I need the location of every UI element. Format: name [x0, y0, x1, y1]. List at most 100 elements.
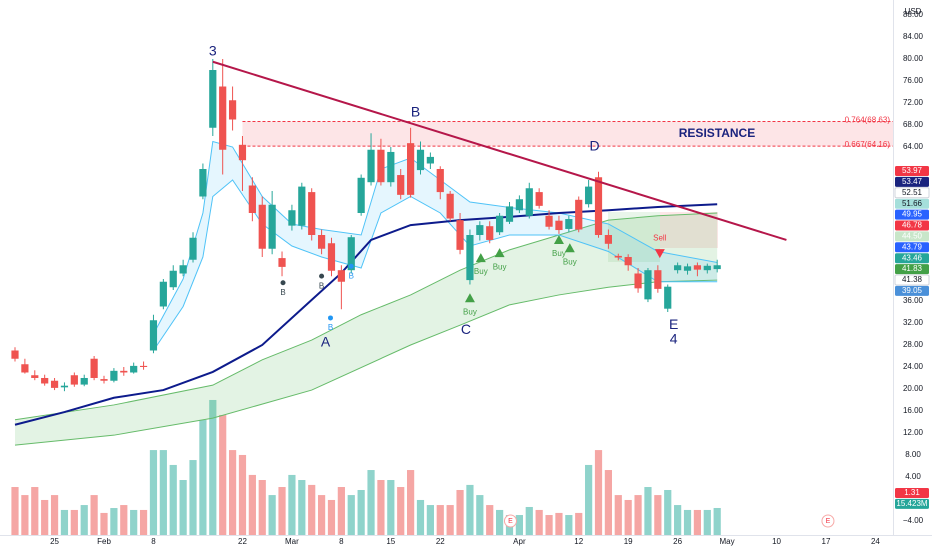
candle-body — [139, 365, 148, 367]
ribbon-upper-line — [14, 212, 718, 421]
price-tag — [895, 198, 929, 209]
volume-bar — [41, 499, 49, 535]
buy-marker — [553, 234, 564, 244]
trendline-line — [212, 60, 787, 241]
candle-body — [614, 255, 622, 258]
volume-bar — [407, 470, 415, 535]
earnings-label: E — [508, 518, 513, 525]
candle-body — [664, 286, 672, 309]
volume-bar — [515, 515, 523, 535]
y-tick-label: 84.00 — [903, 32, 924, 41]
price-tag — [895, 253, 929, 264]
candle-body — [110, 370, 118, 381]
buy-label: Buy — [552, 249, 566, 258]
b-signal-label: B — [349, 271, 354, 280]
candle-body — [416, 149, 425, 171]
buy-label: Buy — [493, 262, 507, 271]
volume-bar — [466, 484, 474, 535]
envelope-upper-line — [153, 140, 718, 335]
volume-bar — [713, 507, 721, 535]
y-tick-label: 16.00 — [903, 406, 924, 415]
volume-bar — [486, 505, 494, 535]
volume-bar — [654, 495, 662, 535]
price-tag-label: 41.38 — [902, 275, 923, 284]
fib-label: 0.764(68.63) — [845, 116, 891, 125]
ribbon-fill — [15, 212, 718, 446]
volume-bar — [614, 495, 622, 535]
wave-label: D — [589, 138, 599, 154]
y-tick-label: 24.00 — [903, 362, 924, 371]
y-tick-label: 64.00 — [903, 142, 924, 151]
candle-body — [60, 385, 69, 388]
volume-bar — [624, 499, 632, 535]
price-tag-label: 39.05 — [902, 286, 923, 295]
candle-body — [525, 188, 533, 216]
volume-bar — [476, 495, 484, 535]
volume-bar — [199, 419, 207, 535]
price-tag-label: 44.50 — [902, 232, 923, 241]
candle-body — [347, 237, 355, 271]
y-tick-label: 32.00 — [903, 318, 924, 327]
volume-bar — [436, 505, 444, 535]
candle-body — [624, 256, 632, 266]
price-tag — [895, 242, 929, 253]
x-tick-label: 15 — [386, 537, 395, 546]
candle-body — [199, 169, 207, 197]
wave-label: E — [669, 316, 678, 332]
candle-body — [100, 379, 108, 381]
candle-body — [446, 193, 454, 219]
x-tick-label: 8 — [339, 537, 344, 546]
volume-bar — [11, 487, 19, 535]
price-tag-label: 43.79 — [902, 242, 923, 251]
price-tag — [895, 285, 929, 296]
volume-bar — [60, 509, 69, 535]
x-tick-label: 26 — [673, 537, 682, 546]
wave-label: A — [321, 333, 331, 349]
candle-body — [367, 149, 375, 183]
plot-area: 0.764(68.63) 0.667(64.16) RESISTANCE 3 B D A C E… — [11, 43, 894, 535]
candle-body — [337, 270, 345, 282]
candle-body — [466, 234, 474, 281]
x-tick-label: 22 — [436, 537, 445, 546]
candle-body — [674, 265, 682, 271]
volume-bar — [565, 515, 573, 535]
candle-body — [654, 270, 662, 289]
volume-bar — [456, 489, 464, 535]
candle-body — [604, 234, 612, 244]
candle-body — [585, 186, 593, 205]
ma_line-line — [14, 203, 718, 426]
candle-body — [476, 225, 484, 235]
b-signal-dot — [280, 280, 286, 286]
y-tick-label: 12.00 — [903, 428, 924, 437]
volume-bar — [268, 495, 276, 535]
volume-bar — [130, 509, 138, 535]
volume-bar — [308, 484, 316, 535]
candle-body — [713, 265, 721, 270]
y-tick-label: 28.00 — [903, 340, 924, 349]
x-tick-label: Apr — [513, 537, 526, 546]
price-tag — [895, 220, 929, 231]
wave-label: B — [411, 104, 420, 120]
volume-bar — [209, 399, 217, 535]
candle-body — [219, 86, 227, 150]
volume-bar — [327, 499, 336, 535]
volume-bar — [278, 487, 286, 535]
buy-label: Buy — [563, 257, 577, 266]
zone-label: RESISTANCE — [679, 126, 755, 140]
x-tick-label: 24 — [871, 537, 880, 546]
x-tick-label: 8 — [151, 537, 156, 546]
earnings-label: E — [826, 518, 831, 525]
buy-marker — [475, 253, 486, 263]
candle-body — [41, 377, 49, 384]
candle-body — [268, 204, 276, 249]
volume-bar — [347, 495, 355, 535]
wave-label: C — [461, 321, 471, 337]
candle-body — [594, 177, 603, 235]
candle-body — [397, 175, 405, 195]
volume-bar — [446, 505, 454, 535]
volume-bar — [228, 450, 237, 535]
volume-bar — [238, 454, 247, 535]
candle-body — [486, 226, 494, 240]
volume-bar — [50, 495, 59, 535]
